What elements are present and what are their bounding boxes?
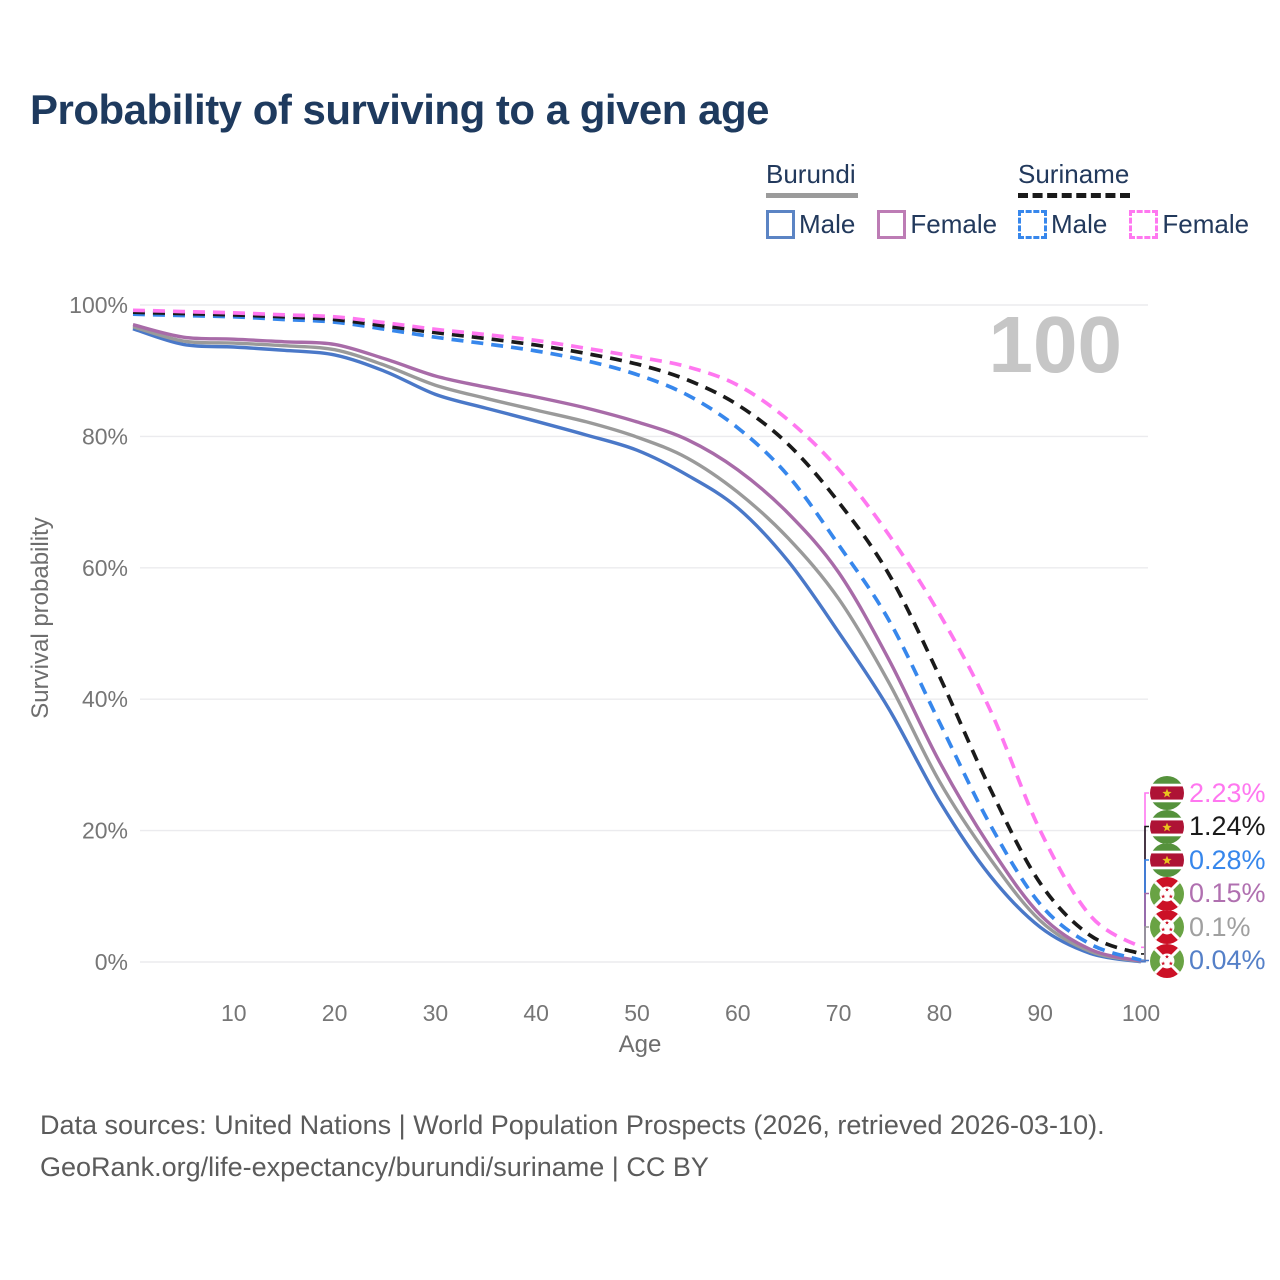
- end-label-value: 0.04%: [1189, 945, 1266, 975]
- y-tick-label: 40%: [82, 686, 128, 712]
- legend-underline-suriname: [1018, 193, 1130, 198]
- x-tick-label: 10: [221, 1000, 247, 1026]
- end-label-row-suriname-both-sexes: 1.24%: [1150, 809, 1266, 844]
- footer-source: Data sources: United Nations | World Pop…: [40, 1110, 1105, 1140]
- suriname-flag-icon: [1150, 776, 1184, 810]
- end-label-row-burundi-both-sexes: 0.1%: [1150, 910, 1251, 944]
- end-label-connector: [1141, 959, 1149, 963]
- legend-underline-burundi: [766, 193, 858, 198]
- x-tick-label: 20: [322, 1000, 348, 1026]
- page-title: Probability of surviving to a given age: [30, 86, 769, 133]
- end-label-value: 1.24%: [1189, 811, 1266, 841]
- y-tick-label: 60%: [82, 555, 128, 581]
- end-label-row-suriname-female: 2.23%: [1150, 776, 1266, 810]
- suriname-flag-icon: [1150, 809, 1184, 844]
- x-tick-label: 50: [624, 1000, 650, 1026]
- burundi-flag-icon: [1150, 943, 1184, 978]
- burundi-flag-icon: [1150, 876, 1184, 911]
- legend-item-suriname-male[interactable]: Male: [1018, 209, 1107, 240]
- legend-item-label: Male: [1051, 209, 1108, 239]
- x-tick-label: 30: [423, 1000, 449, 1026]
- legend-group-burundi: Burundi Male Female: [766, 160, 1019, 240]
- burundi-flag-icon: [1150, 910, 1184, 944]
- end-label-value: 0.28%: [1189, 844, 1266, 875]
- footer-link: GeoRank.org/life-expectancy/burundi/suri…: [40, 1152, 709, 1182]
- series-line-burundi-female[interactable]: [132, 323, 1142, 963]
- legend-group-suriname: Suriname Male Female: [1018, 160, 1271, 240]
- y-tick-label: 100%: [69, 292, 128, 318]
- end-label-row-burundi-male: 0.04%: [1150, 943, 1266, 978]
- end-label-connector: [1141, 926, 1149, 963]
- x-tick-label: 70: [826, 1000, 852, 1026]
- legend-item-label: Male: [799, 209, 856, 239]
- y-tick-label: 80%: [82, 423, 128, 449]
- legend-item-suriname-female[interactable]: Female: [1129, 209, 1249, 240]
- series-line-suriname-male[interactable]: [132, 312, 1142, 962]
- legend-item-burundi-female[interactable]: Female: [877, 209, 997, 240]
- y-tick-label: 0%: [95, 949, 128, 975]
- age-watermark: 100: [989, 300, 1122, 389]
- legend-item-burundi-male[interactable]: Male: [766, 209, 855, 240]
- end-label-value: 2.23%: [1189, 777, 1266, 808]
- suriname-female-swatch-icon: [1129, 210, 1159, 239]
- suriname-flag-icon: [1150, 843, 1184, 877]
- x-tick-label: 60: [725, 1000, 751, 1026]
- suriname-male-swatch-icon: [1018, 210, 1047, 239]
- x-tick-label: 100: [1122, 1000, 1160, 1026]
- end-label-value: 0.1%: [1189, 911, 1251, 942]
- y-tick-label: 20%: [82, 818, 128, 844]
- x-tick-label: 40: [523, 1000, 549, 1026]
- legend-country-suriname[interactable]: Suriname: [1018, 160, 1271, 198]
- y-axis-label: Survival probability: [27, 517, 54, 718]
- x-axis-label: Age: [619, 1031, 662, 1058]
- end-label-row-burundi-female: 0.15%: [1150, 876, 1266, 911]
- series-line-suriname-female[interactable]: [132, 308, 1142, 949]
- legend-country-burundi[interactable]: Burundi: [766, 160, 1019, 198]
- series-line-burundi-both-sexes[interactable]: [132, 325, 1142, 963]
- burundi-female-swatch-icon: [877, 210, 907, 239]
- legend-country-suriname-label: Suriname: [1018, 159, 1130, 189]
- x-tick-label: 80: [927, 1000, 953, 1026]
- series-line-burundi-male[interactable]: [132, 327, 1142, 964]
- end-label-value: 0.15%: [1189, 878, 1266, 908]
- series-line-suriname-both-sexes[interactable]: [132, 310, 1142, 956]
- legend-item-label: Female: [1162, 209, 1250, 239]
- x-tick-label: 90: [1027, 1000, 1053, 1026]
- legend-item-label: Female: [910, 209, 998, 239]
- chart-footer: Data sources: United Nations | World Pop…: [40, 1104, 1105, 1188]
- legend-country-burundi-label: Burundi: [766, 159, 856, 189]
- burundi-male-swatch-icon: [766, 210, 795, 239]
- end-label-row-suriname-male: 0.28%: [1150, 843, 1266, 877]
